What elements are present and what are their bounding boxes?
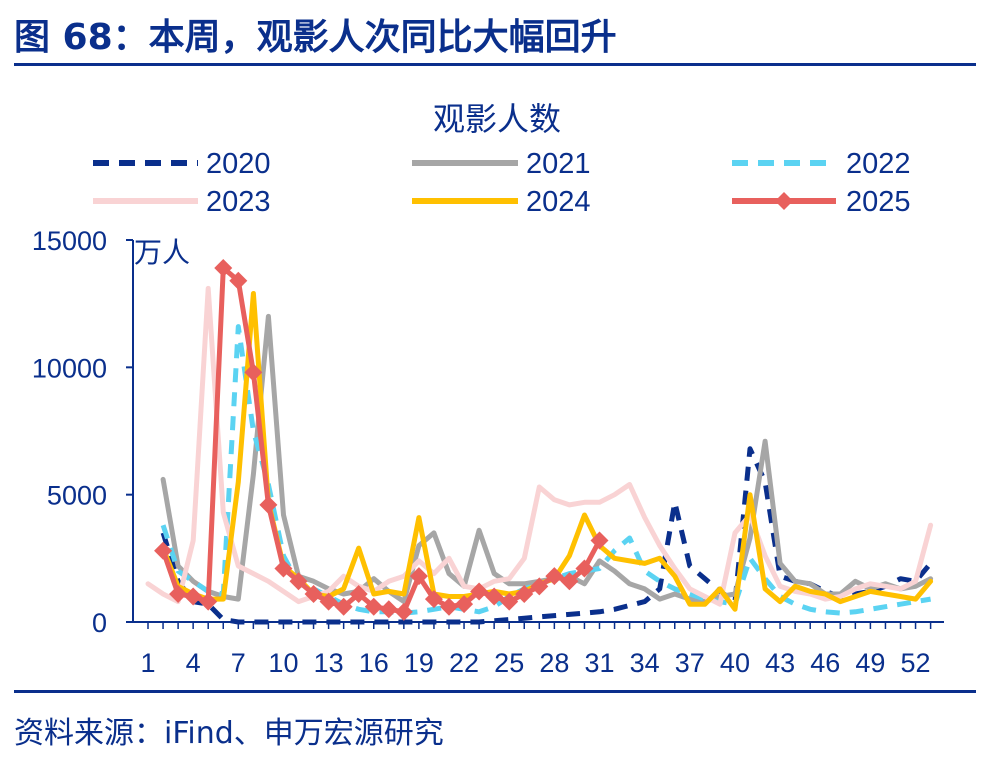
x-tick-label: 37 <box>675 648 705 678</box>
x-tick-label: 4 <box>186 648 201 678</box>
series-marker-2025 <box>409 567 428 586</box>
series-marker-2025 <box>214 259 233 278</box>
series-marker-2025 <box>500 592 519 611</box>
axes: 0 5000 10000 15000 1 4 7 10 13 16 19 22 25 28 31 34 37 40… <box>32 226 944 678</box>
title-divider <box>14 63 976 66</box>
series-marker-2025 <box>575 559 594 578</box>
legend-label-2023: 2023 <box>206 186 271 218</box>
series-marker-2025 <box>515 584 534 603</box>
series-marker-2025 <box>349 584 368 603</box>
legend-label-2020: 2020 <box>206 148 271 180</box>
series-marker-2025 <box>229 271 248 290</box>
source-note: 资料来源：iFind、申万宏源研究 <box>14 716 444 751</box>
series-marker-2025 <box>560 572 579 591</box>
x-tick-label: 16 <box>359 648 389 678</box>
series-marker-2025 <box>364 597 383 616</box>
legend-label-2024: 2024 <box>526 186 591 218</box>
x-tick-label: 22 <box>449 648 479 678</box>
line-chart: 观影人数 2020 2021 2022 2023 2024 2025 0 5000 10000… <box>32 101 944 678</box>
series-marker-2025 <box>154 541 173 560</box>
series-marker-2025 <box>334 597 353 616</box>
x-tick-label: 13 <box>314 648 344 678</box>
y-tick-label: 0 <box>92 608 107 638</box>
series-line-2023 <box>145 285 934 607</box>
x-tick-label: 7 <box>231 648 246 678</box>
series-marker-2025 <box>289 572 308 591</box>
series-line-2020 <box>160 446 933 625</box>
y-tick-label: 15000 <box>32 226 107 256</box>
series-marker-2025 <box>485 587 504 606</box>
series-marker-2025 <box>379 600 398 619</box>
series-marker-2025 <box>394 602 413 621</box>
series-marker-2025 <box>244 363 263 382</box>
x-tick-label: 52 <box>901 648 931 678</box>
y-tick-label: 5000 <box>47 481 107 511</box>
series-marker-2025 <box>199 592 218 611</box>
series-marker-2025 <box>440 597 458 616</box>
y-axis-unit-label: 万人 <box>134 237 190 268</box>
x-tick-label: 40 <box>720 648 750 678</box>
series-marker-2025 <box>455 595 474 614</box>
series-line-2021 <box>160 313 934 605</box>
series-marker-2025 <box>545 567 564 586</box>
x-tick-label: 19 <box>404 648 434 678</box>
x-tick-label: 25 <box>494 648 524 678</box>
x-tick-label: 28 <box>539 648 569 678</box>
y-tick-label: 10000 <box>32 353 107 383</box>
x-tick-label: 31 <box>584 648 614 678</box>
legend-label-2021: 2021 <box>526 148 591 180</box>
x-tick-label: 46 <box>810 648 840 678</box>
series-marker-2025 <box>424 590 443 609</box>
series-marker-2025 <box>470 582 489 601</box>
x-tick-label: 43 <box>765 648 795 678</box>
series-marker-2025 <box>274 559 293 578</box>
figure-title: 图 68：本周，观影人次同比大幅回升 <box>14 17 617 58</box>
legend: 2020 2021 2022 2023 2024 2025 <box>93 148 911 218</box>
series-marker-2025 <box>259 495 278 514</box>
source-divider <box>14 690 976 693</box>
legend-label-2022: 2022 <box>846 148 911 180</box>
series-marker-2025 <box>169 584 188 603</box>
x-tick-label: 34 <box>630 648 660 678</box>
series-marker-2025 <box>319 592 338 611</box>
series-marker-2025 <box>304 584 323 603</box>
series-marker-2025 <box>530 577 549 596</box>
x-tick-label: 1 <box>140 648 155 678</box>
legend-label-2025: 2025 <box>846 186 911 218</box>
legend-marker-2025 <box>775 192 793 210</box>
series-marker-2025 <box>184 587 203 606</box>
series-marker-2025 <box>590 531 609 550</box>
x-tick-label: 49 <box>855 648 885 678</box>
series-lines <box>145 259 934 625</box>
chart-title: 观影人数 <box>433 101 561 137</box>
x-tick-label: 10 <box>268 648 298 678</box>
